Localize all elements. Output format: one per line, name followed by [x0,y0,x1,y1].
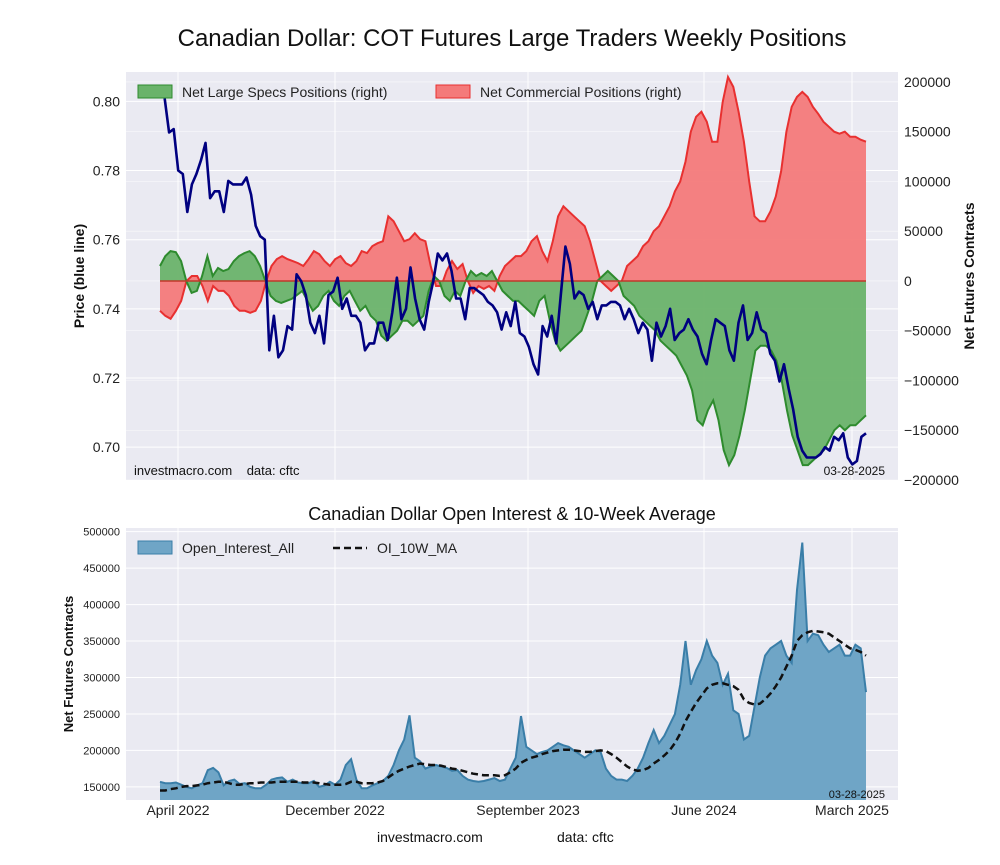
specs-line [159,249,867,468]
bottom-area [159,542,867,800]
legend-swatch-specs [137,84,173,99]
bottom-ytick: 300000 [83,672,120,684]
bottom-xticks: April 2022 December 2022 September 2023 Jun… [146,802,889,818]
bottom-ytick: 400000 [83,600,120,612]
top-ylabel-right: Net Futures Contracts [961,202,977,349]
footer-data: data: cftc [557,829,614,845]
bottom-chart: Canadian Dollar Open Interest & 10-Week … [61,504,898,818]
specs-area [160,251,866,466]
price-line [159,93,867,466]
legend-label-ma: OI_10W_MA [377,540,458,556]
top-ytick-left: 0.74 [93,301,120,317]
legend-label-commercial: Net Commercial Positions (right) [480,84,682,100]
top-watermark: investmacro.com data: cftc [134,463,300,478]
top-ylabel-left: Price (blue line) [71,224,87,328]
bottom-ytick: 200000 [83,745,120,757]
bottom-xtick: March 2025 [815,802,889,818]
bottom-date-label: 03-28-2025 [829,789,885,801]
bottom-legend: Open_Interest_All OI_10W_MA [137,540,458,556]
bottom-ytick: 500000 [83,527,120,539]
page-title: Canadian Dollar: COT Futures Large Trade… [178,25,847,52]
bottom-ylabel: Net Futures Contracts [61,596,76,733]
top-ytick-right: 0 [904,273,912,289]
top-ytick-right: −100000 [904,372,959,388]
bottom-yticks: 150000 200000 250000 300000 350000 400000 4500… [83,527,120,794]
top-chart: 0.700.720.740.760.780.80 −200000−150000−… [71,72,977,488]
bottom-title: Canadian Dollar Open Interest & 10-Week … [308,504,716,524]
top-ytick-right: 150000 [904,124,951,140]
bottom-xtick: April 2022 [146,802,209,818]
top-ytick-left: 0.72 [93,370,120,386]
top-ytick-right: −200000 [904,472,959,488]
top-ytick-left: 0.80 [93,93,120,109]
top-legend: Net Large Specs Positions (right) Net Co… [137,84,682,100]
bottom-xtick: December 2022 [285,802,385,818]
open-interest-area [160,542,866,800]
top-ytick-right: −150000 [904,422,959,438]
footer-site: investmacro.com [377,829,483,845]
top-ytick-right: 200000 [904,74,951,90]
top-yticks-left: 0.70 0.72 0.74 0.76 0.78 0.80 [93,93,120,455]
bottom-xtick: September 2023 [476,802,580,818]
top-areas [159,74,867,468]
top-date-label: 03-28-2025 [824,464,886,478]
commercial-area [160,77,866,319]
top-ytick-left: 0.70 [93,439,120,455]
top-ytick-right: 100000 [904,173,951,189]
top-ytick-left: 0.78 [93,163,120,179]
bottom-ytick: 150000 [83,782,120,794]
bottom-xtick: June 2024 [671,802,737,818]
top-ytick-right: −50000 [904,323,951,339]
bottom-ytick: 350000 [83,636,120,648]
top-lines [159,93,867,466]
legend-label-oi: Open_Interest_All [182,540,294,556]
bottom-ytick: 250000 [83,709,120,721]
legend-label-specs: Net Large Specs Positions (right) [182,84,387,100]
bottom-ytick: 450000 [83,563,120,575]
open-interest-line [159,542,867,790]
top-ytick-left: 0.76 [93,232,120,248]
oi-10w-ma-line [160,629,867,792]
legend-swatch-oi [137,540,173,555]
top-ytick-right: 50000 [904,223,943,239]
legend-swatch-commercial [435,84,471,99]
commercial-line [159,74,867,321]
top-yticks-right: −200000 −150000 −100000 −50000 0 50000 100000 1… [904,74,959,488]
